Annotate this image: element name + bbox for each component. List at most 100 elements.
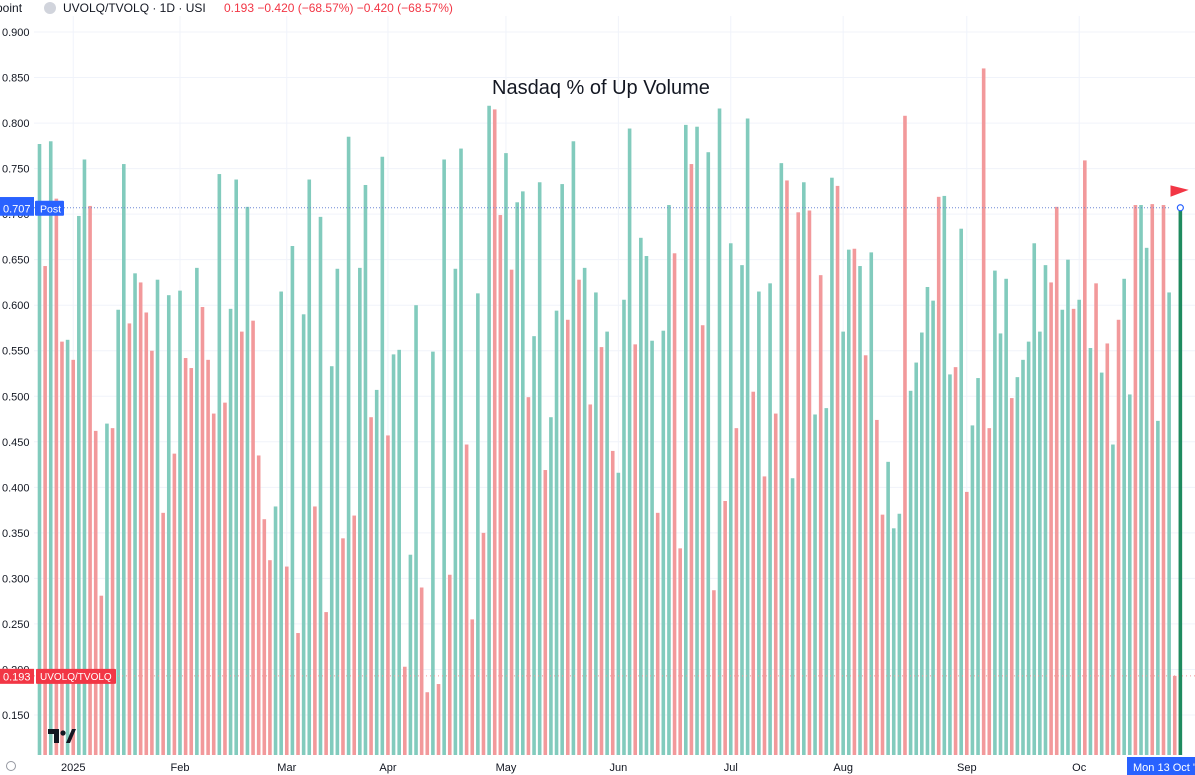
bar (594, 292, 598, 755)
bar (1144, 247, 1149, 755)
y-tick-label: 0.850 (2, 73, 30, 85)
bar (1009, 398, 1014, 755)
bar (1026, 341, 1031, 755)
bar (515, 202, 519, 756)
x-tick-label: Apr (379, 762, 396, 774)
bar (313, 506, 317, 755)
bar (1172, 675, 1177, 755)
bar (498, 215, 503, 756)
bar (785, 180, 789, 755)
y-tick-label: 0.350 (2, 528, 30, 540)
bar (661, 330, 666, 755)
bar (1049, 282, 1053, 755)
bar (712, 590, 716, 755)
bar (245, 206, 250, 756)
bar (380, 156, 385, 755)
bar (65, 339, 70, 755)
bar (1038, 331, 1042, 755)
bar (436, 684, 441, 755)
bar (447, 574, 452, 755)
y-tick-label: 0.650 (2, 255, 30, 267)
bar (981, 68, 986, 756)
chart-title: Nasdaq % of Up Volume (492, 77, 710, 99)
bar (993, 270, 997, 755)
bar (532, 336, 536, 755)
bar (790, 478, 795, 755)
overlay (34, 185, 1195, 677)
post-value-label-bg (0, 200, 34, 216)
bar (414, 305, 418, 755)
bar (751, 391, 756, 755)
bar (1150, 204, 1155, 755)
post-value-label: 0.707 (3, 203, 31, 215)
last-point-marker (1176, 204, 1184, 212)
bar (672, 253, 677, 756)
price-tag: UVOLQ/TVOLQ (40, 672, 112, 683)
bar (1139, 205, 1143, 755)
bar (431, 351, 435, 755)
bar (571, 141, 576, 755)
bar (223, 402, 227, 755)
bar (82, 159, 87, 756)
bar (481, 532, 486, 755)
bar (813, 414, 817, 755)
bar (1105, 343, 1110, 755)
bar (105, 423, 109, 755)
bar (1116, 319, 1121, 755)
x-axis: 2025 Feb Mar Apr May Jun Jul Aug Sep Oc Mon 13 Oct… (61, 757, 1195, 775)
bar (60, 341, 64, 755)
header-last-value: 0.193 (224, 1, 255, 15)
bar (459, 148, 463, 755)
bar (161, 512, 165, 755)
bar (639, 237, 643, 755)
bar (599, 347, 604, 755)
bar (504, 153, 508, 755)
flag-icon (1170, 185, 1189, 197)
post-tag: Post (40, 203, 61, 215)
bar (577, 279, 581, 755)
bar (183, 358, 188, 755)
bar (268, 560, 272, 755)
bar (1077, 299, 1081, 755)
y-tick-label: 0.300 (2, 573, 30, 585)
bar (1083, 160, 1087, 755)
bar (610, 450, 615, 755)
bar (363, 184, 368, 756)
bar (970, 425, 975, 755)
bar (48, 141, 53, 755)
bar (442, 159, 446, 756)
bar (802, 182, 806, 755)
bar (891, 528, 896, 755)
header-change-2: −0.420 (−68.57%) (356, 1, 453, 15)
settings-gear-icon[interactable] (6, 761, 16, 771)
bar (526, 397, 531, 755)
bar (1088, 348, 1093, 755)
bar (633, 344, 638, 755)
bar (453, 268, 458, 755)
bar (757, 291, 761, 755)
bar (897, 513, 902, 755)
bar (521, 191, 525, 755)
bar (374, 389, 379, 755)
bar (386, 435, 390, 755)
y-tick-label: 0.550 (2, 346, 30, 358)
bar (1178, 207, 1183, 755)
bar (290, 246, 295, 755)
bars (37, 68, 1183, 756)
header-cut-label: point (0, 1, 23, 15)
bar (256, 455, 261, 755)
bar (138, 282, 143, 755)
bar (908, 390, 913, 755)
symbol-name[interactable]: UVOLQ/TVOLQ · 1D · USI (63, 1, 206, 15)
bar (863, 355, 868, 755)
bar (324, 612, 328, 755)
bar (560, 184, 564, 755)
x-tick-label: Aug (833, 762, 853, 774)
header-change: −0.420 (−68.57%) (257, 1, 354, 15)
bar (234, 179, 238, 755)
y-axis: 0.9000.8500.8000.7500.7000.6500.6000.550… (0, 27, 116, 722)
bar (1111, 444, 1115, 755)
bar (588, 404, 593, 755)
x-tick-label: Oc (1072, 762, 1087, 774)
